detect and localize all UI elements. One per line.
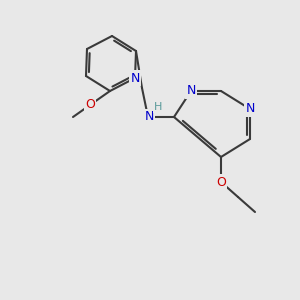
Text: O: O	[216, 176, 226, 188]
Text: O: O	[85, 98, 95, 112]
Text: H: H	[154, 102, 162, 112]
Text: N: N	[186, 85, 196, 98]
Text: N: N	[130, 71, 140, 85]
Text: N: N	[245, 103, 255, 116]
Text: N: N	[144, 110, 154, 124]
